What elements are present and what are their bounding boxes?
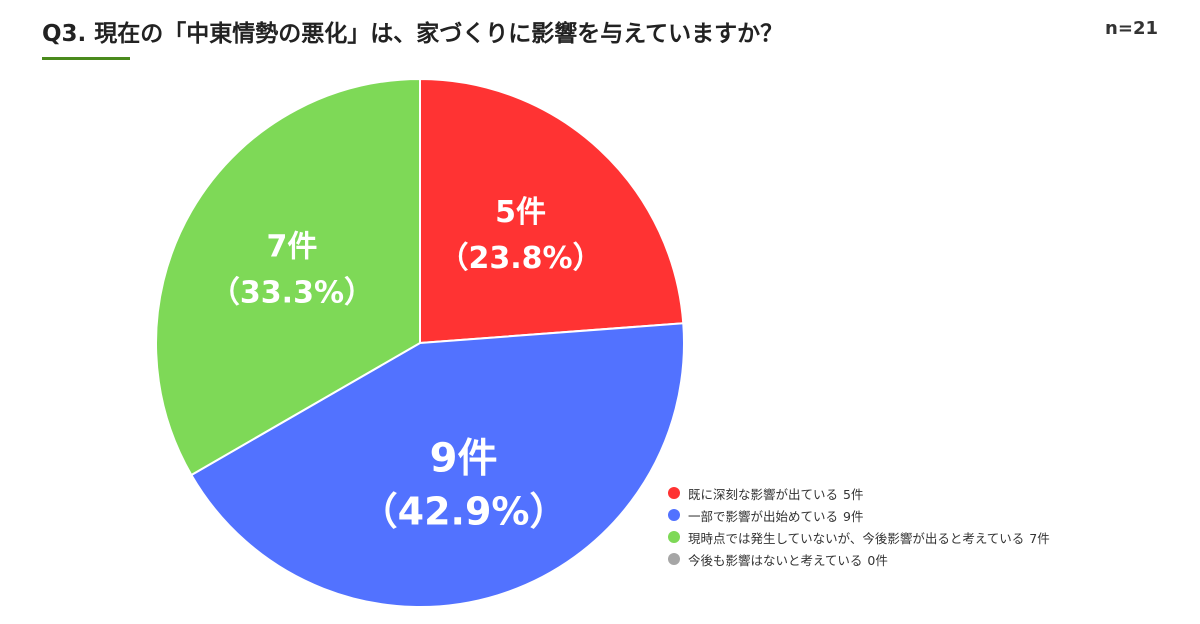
legend-swatch	[668, 487, 680, 499]
legend-count: 7件	[1029, 530, 1050, 546]
legend-label: 既に深刻な影響が出ている	[688, 486, 839, 502]
legend-item: 既に深刻な影響が出ている 5件	[668, 482, 1050, 504]
chart-title: Q3. 現在の「中東情勢の悪化」は、家づくりに影響を与えていますか？	[42, 21, 784, 47]
slice-count-label: 7件	[267, 230, 318, 265]
pie-slices	[155, 77, 685, 608]
legend-label: 今後も影響はないと考えている	[688, 552, 863, 568]
legend: 既に深刻な影響が出ている 5件 一部で影響が出始めている 9件 現時点では発生していない…	[668, 482, 1050, 570]
title-underline	[42, 57, 130, 60]
slice-count-label: 5件	[495, 195, 546, 230]
pie-labels: 5件 （23.8%） 9件 （42.9%） 7件 （33.3%）	[210, 195, 603, 533]
slice-percent-label: （23.8%）	[439, 241, 603, 276]
legend-label: 一部で影響が出始めている	[688, 508, 839, 524]
sample-size: n=21	[1105, 18, 1158, 39]
legend-item: 現時点では発生していないが、今後影響が出ると考えている 7件	[668, 526, 1050, 548]
legend-count: 5件	[843, 486, 864, 502]
legend-swatch	[668, 553, 680, 565]
legend-item: 今後も影響はないと考えている 0件	[668, 548, 1050, 570]
pie-slice	[190, 322, 685, 608]
legend-count: 0件	[867, 552, 888, 568]
slice-percent-label: （42.9%）	[360, 490, 568, 534]
slice-count-label: 9件	[430, 435, 498, 481]
legend-label: 現時点では発生していないが、今後影響が出ると考えている	[688, 530, 1025, 546]
legend-count: 9件	[843, 508, 864, 524]
pie-slice	[155, 77, 421, 477]
legend-swatch	[668, 509, 680, 521]
pie-slice	[419, 77, 685, 345]
slice-percent-label: （33.3%）	[210, 276, 374, 311]
legend-swatch	[668, 531, 680, 543]
legend-item: 一部で影響が出始めている 9件	[668, 504, 1050, 526]
